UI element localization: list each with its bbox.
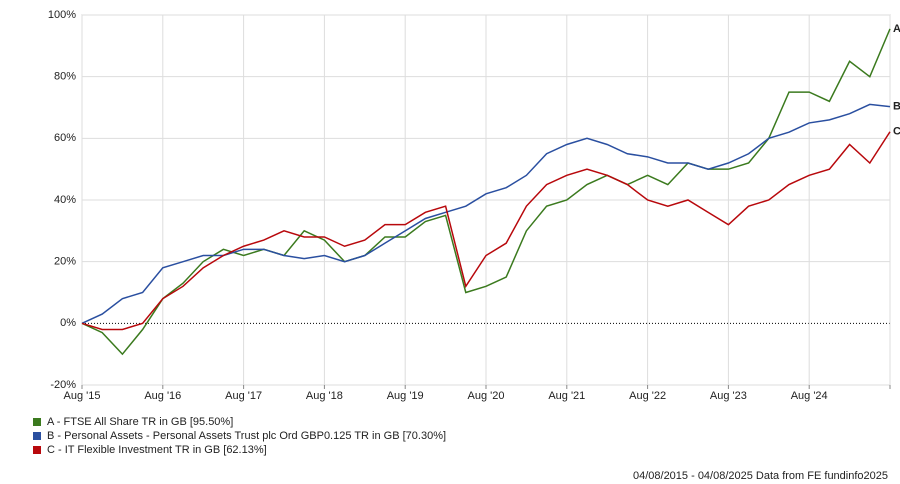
end-label: B: [893, 100, 900, 112]
x-tick-label: Aug '16: [144, 390, 181, 402]
x-tick-label: Aug '17: [225, 390, 262, 402]
x-tick-label: Aug '21: [548, 390, 585, 402]
footer: 04/08/2015 - 04/08/2025 Data from FE fun…: [633, 470, 888, 482]
y-tick-label: 80%: [54, 71, 76, 83]
legend-label: B - Personal Assets - Personal Assets Tr…: [47, 430, 446, 442]
end-label: A: [893, 23, 900, 35]
legend-swatch: [33, 446, 41, 454]
x-tick-label: Aug '24: [791, 390, 828, 402]
y-tick-label: 0%: [60, 317, 76, 329]
legend-label: A - FTSE All Share TR in GB [95.50%]: [47, 416, 233, 428]
legend-label: C - IT Flexible Investment TR in GB [62.…: [47, 444, 267, 456]
x-tick-label: Aug '15: [64, 390, 101, 402]
series-line: [81, 28, 891, 356]
y-tick-label: 60%: [54, 132, 76, 144]
series-line: [81, 131, 891, 331]
end-label: C: [893, 126, 900, 138]
x-tick-label: Aug '18: [306, 390, 343, 402]
x-tick-label: Aug '19: [387, 390, 424, 402]
y-tick-label: -20%: [50, 379, 76, 391]
x-tick-label: Aug '22: [629, 390, 666, 402]
y-tick-label: 40%: [54, 194, 76, 206]
x-tick-label: Aug '20: [468, 390, 505, 402]
series-line: [81, 103, 891, 325]
y-tick-label: 100%: [48, 9, 76, 21]
legend-swatch: [33, 418, 41, 426]
legend-swatch: [33, 432, 41, 440]
x-tick-label: Aug '23: [710, 390, 747, 402]
y-tick-label: 20%: [54, 256, 76, 268]
